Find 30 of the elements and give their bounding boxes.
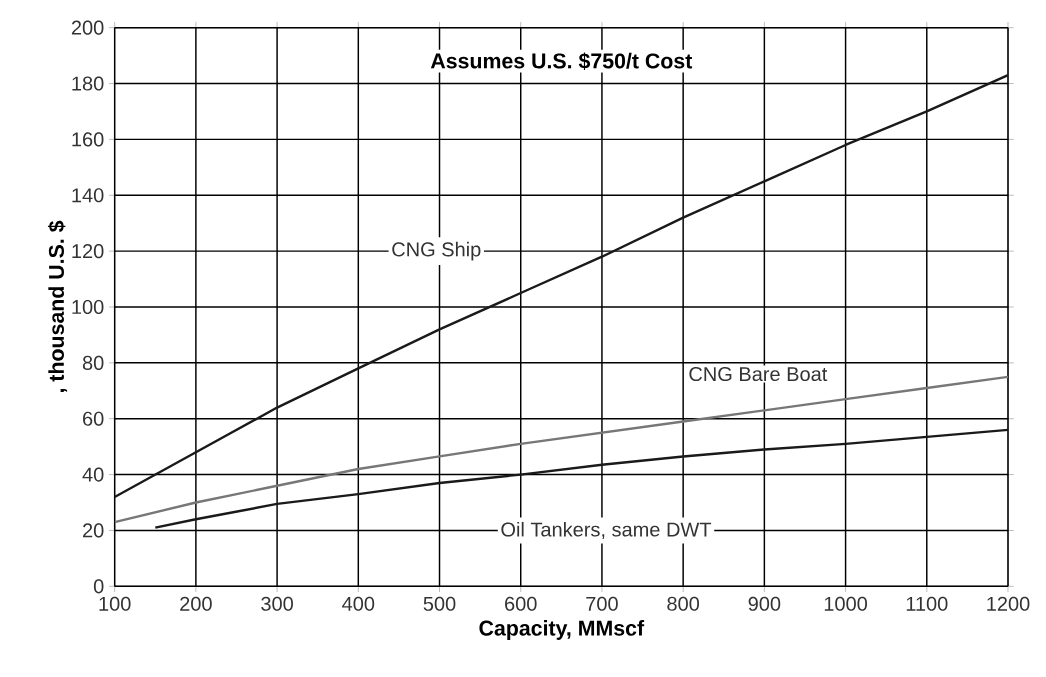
- x-tick-label: 600: [505, 596, 537, 611]
- x-tick-label: 800: [667, 596, 700, 611]
- text: Assumes U.S. $750/t Cost: [430, 52, 693, 70]
- text: CNG Ship: [392, 241, 481, 261]
- x-tick-label: 1100: [906, 596, 948, 611]
- x-tick-label: 200: [180, 596, 212, 611]
- x-tick-label: 1000: [824, 596, 868, 611]
- x-tick-label: 400: [342, 596, 375, 611]
- y-tick-label: 20: [83, 523, 104, 538]
- x-tick-label: 100: [99, 596, 131, 611]
- y-tick-label: 80: [82, 355, 104, 370]
- series-label: CNG Bare Boat: [689, 366, 828, 382]
- x-tick-label: 700: [586, 596, 618, 611]
- y-tick-label: 100: [72, 299, 104, 315]
- line-series: [114, 73, 1008, 499]
- x-tick-label: 300: [261, 596, 293, 611]
- y-tick-label: 120: [72, 244, 104, 259]
- y-tick-label: 200: [71, 20, 104, 35]
- y-tick-label: 0: [93, 579, 104, 594]
- y-tick-label: 160: [72, 132, 104, 147]
- y-tick-label: 180: [72, 76, 104, 91]
- x-tick-label: 1200: [987, 596, 1030, 611]
- text: Oil Tankers, same DWT: [501, 521, 712, 539]
- y-tick-label: 60: [83, 411, 104, 426]
- x-axis-title: Capacity, MMscf: [479, 620, 645, 640]
- y-tick-label: 140: [72, 188, 104, 203]
- y-axis-title: , thousand U.S. $: [47, 220, 68, 393]
- x-tick-label: 500: [423, 596, 456, 611]
- x-tick-label: 900: [748, 596, 781, 611]
- y-tick-label: 40: [82, 467, 104, 482]
